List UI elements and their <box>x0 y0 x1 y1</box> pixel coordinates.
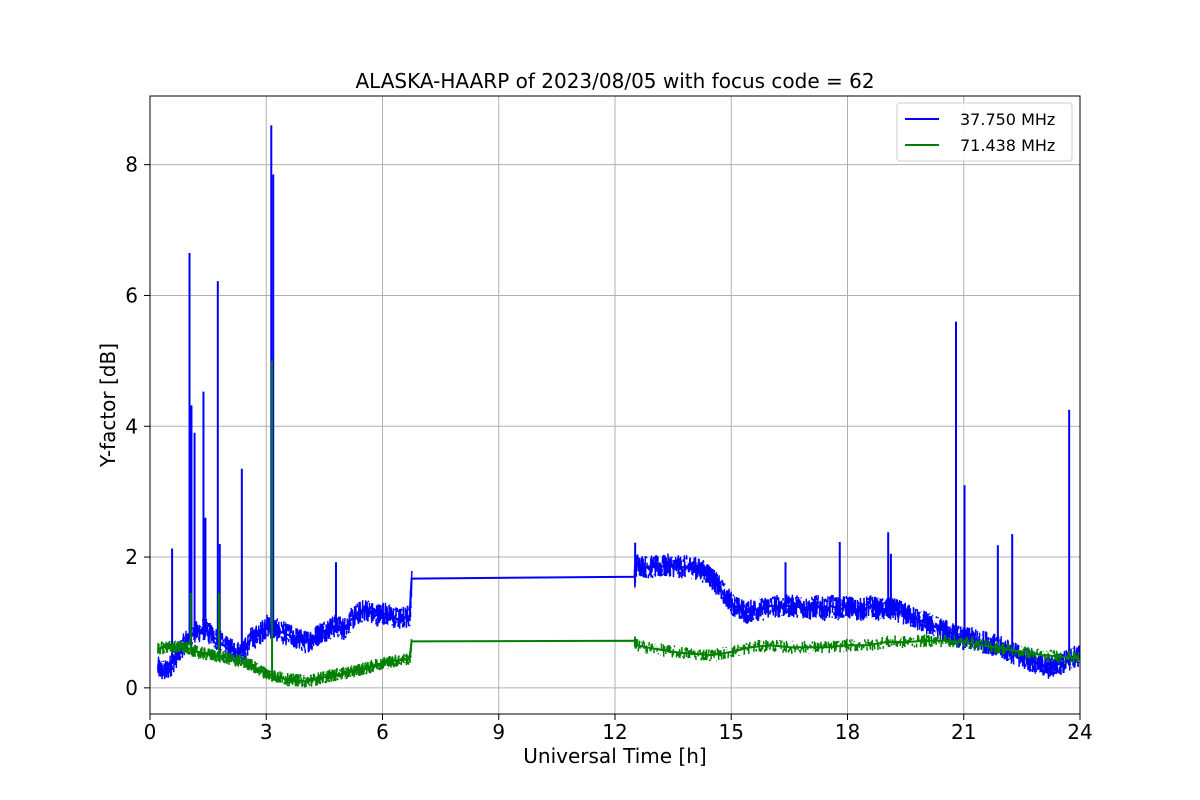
series-layer <box>157 125 1080 688</box>
y-tick-label: 8 <box>125 153 138 177</box>
x-axis-label: Universal Time [h] <box>523 744 706 768</box>
plot-area <box>157 125 1080 688</box>
x-tick-label: 12 <box>602 720 627 744</box>
x-tick-label: 15 <box>719 720 744 744</box>
x-tick-label: 9 <box>492 720 505 744</box>
chart-title: ALASKA-HAARP of 2023/08/05 with focus co… <box>355 69 874 93</box>
y-tick-label: 2 <box>125 545 138 569</box>
y-axis: 0 2 4 6 8 <box>125 153 150 700</box>
series-line <box>157 639 1080 683</box>
x-tick-label: 21 <box>951 720 976 744</box>
x-tick-label: 18 <box>835 720 860 744</box>
x-tick-label: 0 <box>144 720 157 744</box>
legend-box <box>896 102 1073 162</box>
y-axis-label: Y-factor [dB] <box>96 343 120 468</box>
x-tick-label: 3 <box>260 720 273 744</box>
x-tick-label: 6 <box>376 720 389 744</box>
series-2 <box>157 360 1080 688</box>
legend-label-series-1: 37.750 MHz <box>960 110 1055 129</box>
legend: 37.750 MHz 71.438 MHz <box>896 102 1073 162</box>
y-tick-label: 4 <box>125 414 138 438</box>
y-tick-label: 6 <box>125 283 138 307</box>
y-tick-label: 0 <box>125 676 138 700</box>
legend-label-series-2: 71.438 MHz <box>960 136 1055 155</box>
x-tick-label: 24 <box>1067 720 1092 744</box>
x-axis: 0 3 6 9 12 15 18 21 24 <box>144 714 1093 744</box>
